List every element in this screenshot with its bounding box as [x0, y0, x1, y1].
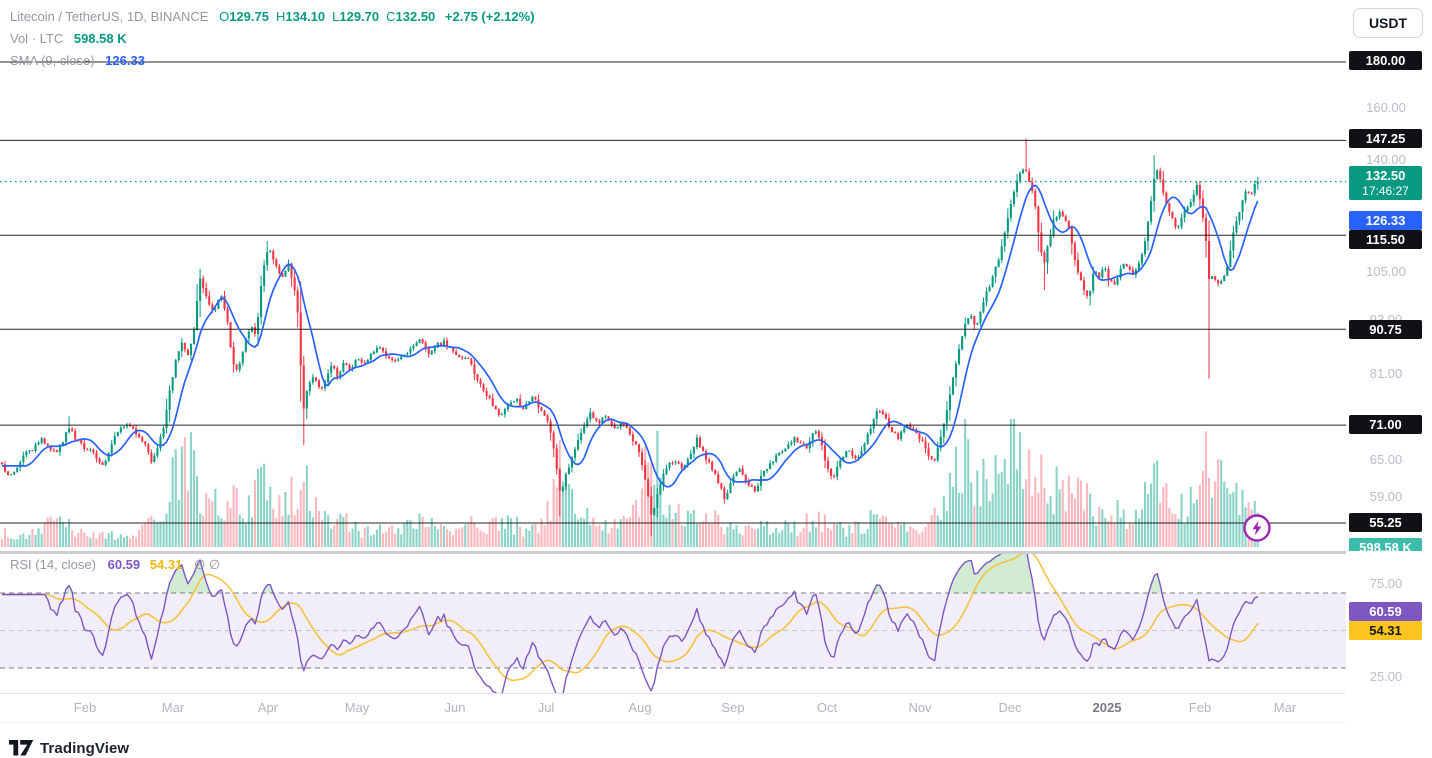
rsi-ma-value-badge: 54.31	[1349, 621, 1422, 640]
ohlc-item: L129.70	[332, 9, 380, 24]
symbol-title[interactable]: Litecoin / TetherUS, 1D, BINANCE	[10, 9, 209, 24]
ohlc-item: O129.75	[219, 9, 269, 24]
rsi-title: RSI (14, close)	[10, 557, 96, 572]
price-axis[interactable]: USDT 160.00140.00105.0093.0081.0072.0065…	[1346, 0, 1432, 758]
tradingview-logo[interactable]: TradingView	[9, 738, 129, 758]
tradingview-mark-icon	[9, 739, 34, 755]
time-axis-label: Oct	[816, 700, 838, 715]
last-price-badge: 132.50 17:46:27	[1349, 166, 1422, 200]
time-axis-label: Dec	[998, 700, 1022, 715]
time-axis-label: 2025	[1092, 700, 1122, 715]
ohlc-item: C132.50	[386, 9, 436, 24]
time-axis-label: Apr	[257, 700, 279, 715]
price-tick-label: 81.00	[1369, 365, 1403, 381]
price-tick-label: 105.00	[1366, 264, 1406, 280]
price-tick-label: 160.00	[1366, 99, 1406, 115]
quick-trade-button[interactable]	[1242, 513, 1272, 543]
pane-divider[interactable]	[0, 551, 1432, 554]
time-axis-label: May	[344, 700, 370, 715]
rsi-pane-graphics[interactable]	[0, 544, 1346, 700]
rsi-bottom-divider	[0, 693, 1432, 694]
time-axis[interactable]: Feb Mar Apr May Jun Jul Aug Sep Oct Nov Dec 2025 Feb…	[0, 695, 1346, 722]
rsi-ma-value: 54.31	[149, 557, 183, 572]
lightning-icon	[1243, 514, 1271, 542]
sma-label: SMA (9, close)	[10, 53, 95, 68]
rsi-legend[interactable]: RSI (14, close) 60.59 54.31 ∅ ∅	[10, 557, 220, 573]
volume-label: Vol · LTC	[10, 31, 64, 46]
time-axis-label: Jun	[444, 700, 466, 715]
candlestick-series	[0, 138, 1259, 537]
main-legend: Litecoin / TetherUS, 1D, BINANCE O129.75…	[10, 6, 535, 72]
price-level-badge: 115.50	[1349, 230, 1422, 249]
price-tick-label: 140.00	[1366, 152, 1406, 168]
volume-bars	[0, 419, 1259, 547]
sma-line[interactable]	[2, 184, 1259, 488]
price-level-badge: 147.25	[1349, 129, 1422, 149]
volume-value-badge: 598.58 K	[1349, 538, 1422, 551]
time-axis-label: Mar	[1273, 700, 1297, 715]
rsi-hidden-values: ∅ ∅	[193, 557, 221, 572]
rsi-tick-label: 75.00	[1369, 575, 1403, 591]
time-axis-label: Sep	[721, 700, 745, 715]
time-axis-label: Mar	[161, 700, 185, 715]
ohlc-item: H134.10	[275, 9, 326, 24]
time-axis-label: Aug	[628, 700, 652, 715]
horizontal-level-lines[interactable]	[0, 61, 1346, 524]
volume-value: 598.58 K	[73, 31, 127, 46]
price-level-badge: 55.25	[1349, 513, 1422, 533]
time-axis-label: Nov	[908, 700, 932, 715]
sma-value: 126.33	[105, 53, 145, 68]
rsi-value-badge: 60.59	[1349, 601, 1422, 621]
sma-value-badge: 126.33	[1349, 211, 1422, 230]
volume-legend-row[interactable]: Vol · LTC 598.58 K	[10, 28, 535, 50]
time-axis-label: Feb	[1188, 700, 1212, 715]
currency-toggle-button[interactable]: USDT	[1353, 8, 1423, 38]
price-tick-label: 65.00	[1369, 451, 1403, 467]
time-axis-label: Jul	[537, 700, 555, 715]
sma-legend-row[interactable]: SMA (9, close) 126.33	[10, 50, 535, 72]
change-value: +2.75 (+2.12%)	[444, 9, 535, 24]
price-tick-label: 59.00	[1369, 489, 1403, 505]
ohlc-values: O129.75 H134.10 L129.70 C132.50	[212, 9, 435, 24]
price-level-badge: 180.00	[1349, 50, 1422, 70]
rsi-value: 60.59	[107, 557, 141, 572]
symbol-legend-row[interactable]: Litecoin / TetherUS, 1D, BINANCE O129.75…	[10, 6, 535, 28]
price-level-badge: 90.75	[1349, 319, 1422, 339]
time-axis-bottom-line	[0, 722, 1432, 723]
countdown-timer: 17:46:27	[1362, 184, 1409, 198]
time-axis-label: Feb	[73, 700, 97, 715]
brand-text: TradingView	[40, 739, 130, 757]
rsi-tick-label: 25.00	[1369, 669, 1403, 685]
price-level-badge: 71.00	[1349, 415, 1422, 435]
volume-badge-clip: 598.58 K	[1346, 538, 1432, 551]
